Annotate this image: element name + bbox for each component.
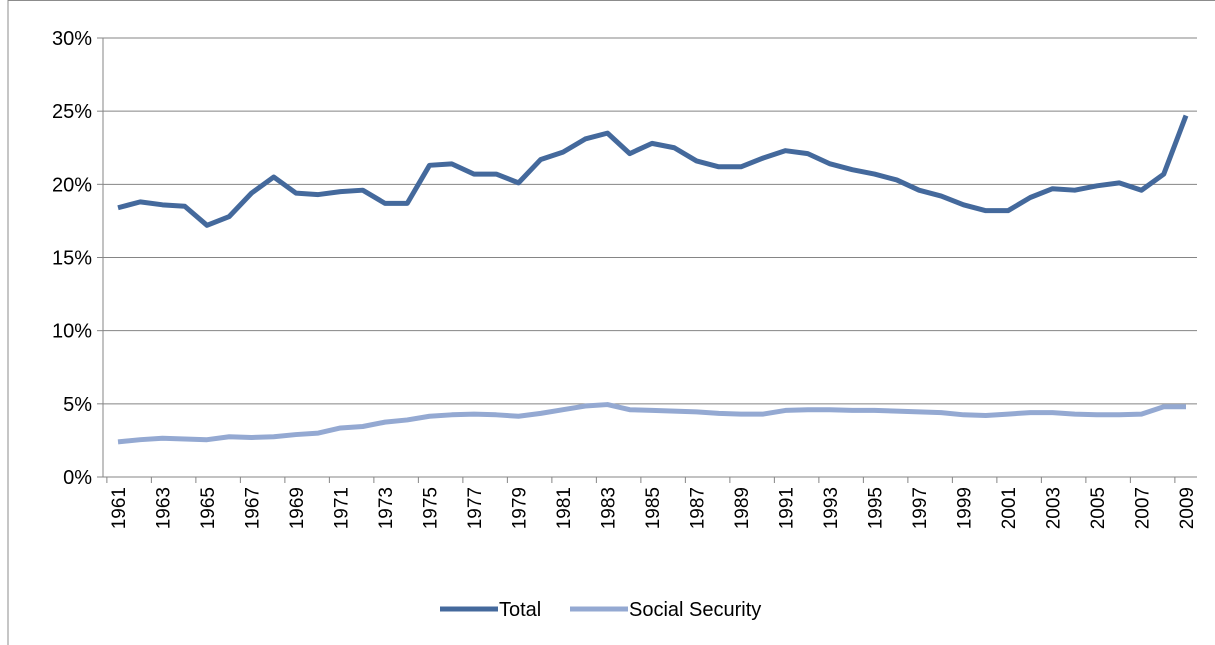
- x-tick-label: 1995: [866, 487, 887, 529]
- x-tick-label: 2003: [1044, 487, 1065, 529]
- x-tick-label: 1981: [554, 487, 575, 529]
- x-tick-label: 1965: [198, 487, 219, 529]
- x-tick-label: 1971: [332, 487, 353, 529]
- x-tick-label: 1999: [955, 487, 976, 529]
- legend: Total Social Security: [440, 599, 761, 621]
- x-tick-label: 1979: [510, 487, 531, 529]
- series-line-total: [117, 114, 1189, 228]
- x-tick-label: 1975: [421, 487, 442, 529]
- x-tick-label: 2001: [999, 487, 1020, 529]
- legend-label-total: Total: [499, 599, 541, 621]
- x-tick-label: 1991: [777, 487, 798, 529]
- series-lines: [117, 114, 1189, 445]
- x-tick-label: 2005: [1088, 487, 1109, 529]
- x-tick-label: 1963: [154, 487, 175, 529]
- axes: [97, 37, 1197, 483]
- x-tick-label: 2007: [1133, 487, 1154, 529]
- y-tick-label: 0%: [63, 467, 92, 489]
- x-tick-label: 2009: [1177, 487, 1198, 529]
- x-tick-label: 1977: [465, 487, 486, 529]
- series-line-social-security: [117, 402, 1186, 445]
- y-tick-label: 5%: [63, 394, 92, 416]
- x-tick-label: 1997: [910, 487, 931, 529]
- x-tick-label: 1961: [109, 487, 130, 529]
- x-tick-label: 1967: [243, 487, 264, 529]
- x-tick-label: 1993: [821, 487, 842, 529]
- y-tick-label: 30%: [52, 28, 92, 50]
- x-tick-labels: 1961 1963 1965 1967 1969 1971 1973 1975 1977 1979…: [109, 487, 1198, 529]
- x-tick-label: 1989: [732, 487, 753, 529]
- x-tick-label: 1983: [599, 487, 620, 529]
- x-tick-label: 1969: [287, 487, 308, 529]
- y-tick-label: 20%: [52, 174, 92, 196]
- y-tick-label: 10%: [52, 321, 92, 343]
- x-tick-label: 1985: [643, 487, 664, 529]
- x-tick-label: 1973: [376, 487, 397, 529]
- gridlines: [103, 37, 1197, 405]
- legend-label-social-security: Social Security: [629, 599, 761, 621]
- y-tick-label: 25%: [52, 101, 92, 123]
- y-tick-label: 15%: [52, 248, 92, 270]
- chart-border: [7, 0, 1215, 645]
- x-tick-label: 1987: [688, 487, 709, 529]
- y-tick-labels: 0% 5% 10% 15% 20% 25% 30%: [52, 28, 92, 489]
